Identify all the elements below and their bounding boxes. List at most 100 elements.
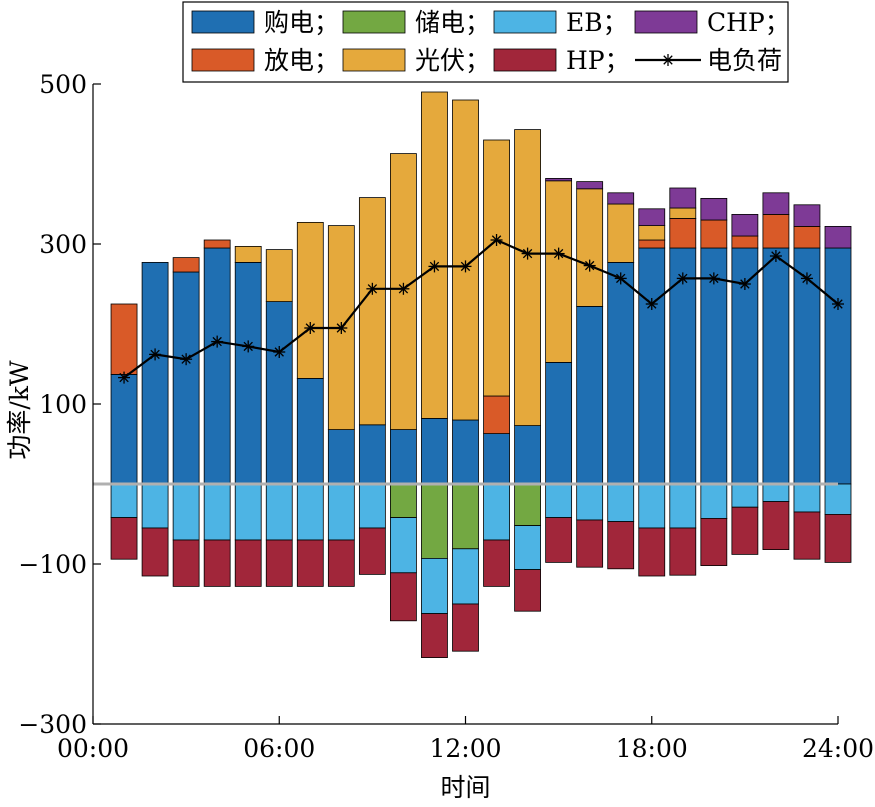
- legend-marker: [662, 54, 674, 66]
- bar-EB: [358, 483, 386, 529]
- legend-item: 放电；: [191, 46, 339, 75]
- legend-item: EB；: [493, 8, 628, 37]
- bar-EB: [514, 525, 541, 570]
- marker-stroke: [709, 273, 719, 284]
- bar-EB: [234, 483, 262, 541]
- bar-购电: [452, 419, 479, 485]
- load-point: [335, 322, 348, 334]
- bar-放电: [669, 217, 697, 249]
- bar-购电: [545, 361, 573, 485]
- bar-HP: [824, 514, 852, 563]
- bar-放电: [762, 213, 790, 249]
- load-point: [304, 322, 317, 334]
- x-tick-label: 06:00: [243, 734, 315, 763]
- x-tick-label: 12:00: [429, 734, 501, 763]
- bar-EB: [203, 483, 231, 541]
- marker-stroke: [460, 261, 471, 272]
- bar-HP: [203, 539, 231, 587]
- bar-EB: [793, 483, 821, 513]
- y-tick-label: 500: [39, 70, 87, 99]
- bar-购电: [141, 261, 169, 485]
- legend-label: 放电；: [264, 46, 339, 75]
- marker-stroke: [802, 273, 812, 284]
- legend-label: 电负荷: [707, 46, 782, 75]
- legend-swatch: [342, 48, 406, 72]
- bar-放电: [638, 239, 666, 249]
- bar-放电: [731, 235, 759, 249]
- load-point: [459, 260, 472, 273]
- bar-光伏: [545, 180, 573, 363]
- load-line: [123, 238, 839, 379]
- bar-购电: [234, 261, 262, 485]
- marker-stroke: [491, 235, 502, 245]
- bar-光伏: [669, 207, 697, 219]
- marker-stroke: [584, 260, 595, 271]
- bar-CHP: [700, 197, 728, 221]
- bar-HP: [638, 527, 666, 577]
- legend-label: EB；: [566, 8, 628, 37]
- load-point: [676, 272, 689, 285]
- marker-stroke: [616, 273, 626, 284]
- bar-购电: [483, 433, 510, 485]
- bar-HP: [793, 511, 821, 560]
- bar-购电: [762, 247, 790, 485]
- marker-stroke: [243, 341, 253, 352]
- bar-购电: [514, 425, 541, 485]
- marker-stroke: [771, 251, 781, 261]
- legend-swatch: [342, 10, 406, 34]
- bar-购电: [110, 373, 138, 485]
- marker-stroke: [663, 55, 673, 65]
- bar-EB: [110, 483, 138, 518]
- legend-label: 光伏；: [415, 46, 490, 75]
- load-point: [273, 346, 286, 358]
- marker-stroke: [398, 284, 409, 294]
- bar-HP: [358, 527, 386, 575]
- bar-光伏: [607, 203, 635, 263]
- bar-EB: [421, 558, 448, 615]
- bar-EB: [296, 483, 324, 541]
- bar-HP: [234, 539, 262, 587]
- bar-HP: [452, 603, 479, 652]
- marker-stroke: [336, 323, 347, 333]
- bar-CHP: [762, 192, 790, 215]
- bar-光伏: [483, 139, 510, 397]
- y-tick-label: 100: [39, 390, 87, 419]
- load-point: [832, 298, 844, 310]
- load-point: [428, 260, 441, 273]
- bar-EB: [607, 483, 635, 522]
- legend-label: 储电；: [415, 8, 490, 37]
- bar-储电: [514, 483, 541, 526]
- bar-HP: [141, 527, 169, 577]
- marker-stroke: [647, 299, 657, 309]
- load-point: [211, 335, 224, 348]
- marker-stroke: [305, 323, 315, 333]
- bar-EB: [141, 483, 169, 529]
- bar-EB: [172, 483, 200, 541]
- bar-购电: [576, 305, 604, 485]
- y-tick-label: 300: [39, 230, 87, 259]
- load-point: [180, 353, 193, 366]
- marker-stroke: [833, 299, 843, 309]
- load-point: [149, 348, 162, 361]
- legend-swatch: [634, 10, 698, 34]
- bar-EB: [265, 483, 293, 541]
- marker-stroke: [678, 273, 688, 284]
- load-point: [397, 282, 410, 295]
- bar-CHP: [607, 192, 635, 205]
- marker-stroke: [740, 279, 750, 289]
- legend-label: HP；: [566, 46, 630, 75]
- bar-HP: [327, 539, 355, 587]
- bar-EB: [545, 483, 573, 518]
- y-tick-label: −100: [18, 550, 87, 579]
- legend-label: 购电；: [264, 8, 339, 37]
- bar-EB: [638, 483, 666, 529]
- bar-购电: [638, 247, 666, 485]
- bar-放电: [172, 257, 200, 273]
- bar-放电: [483, 395, 510, 434]
- bar-HP: [110, 517, 138, 560]
- bar-储电: [452, 483, 479, 550]
- legend-item: 储电；: [342, 8, 490, 37]
- bar-CHP: [638, 208, 666, 227]
- bar-HP: [390, 572, 417, 622]
